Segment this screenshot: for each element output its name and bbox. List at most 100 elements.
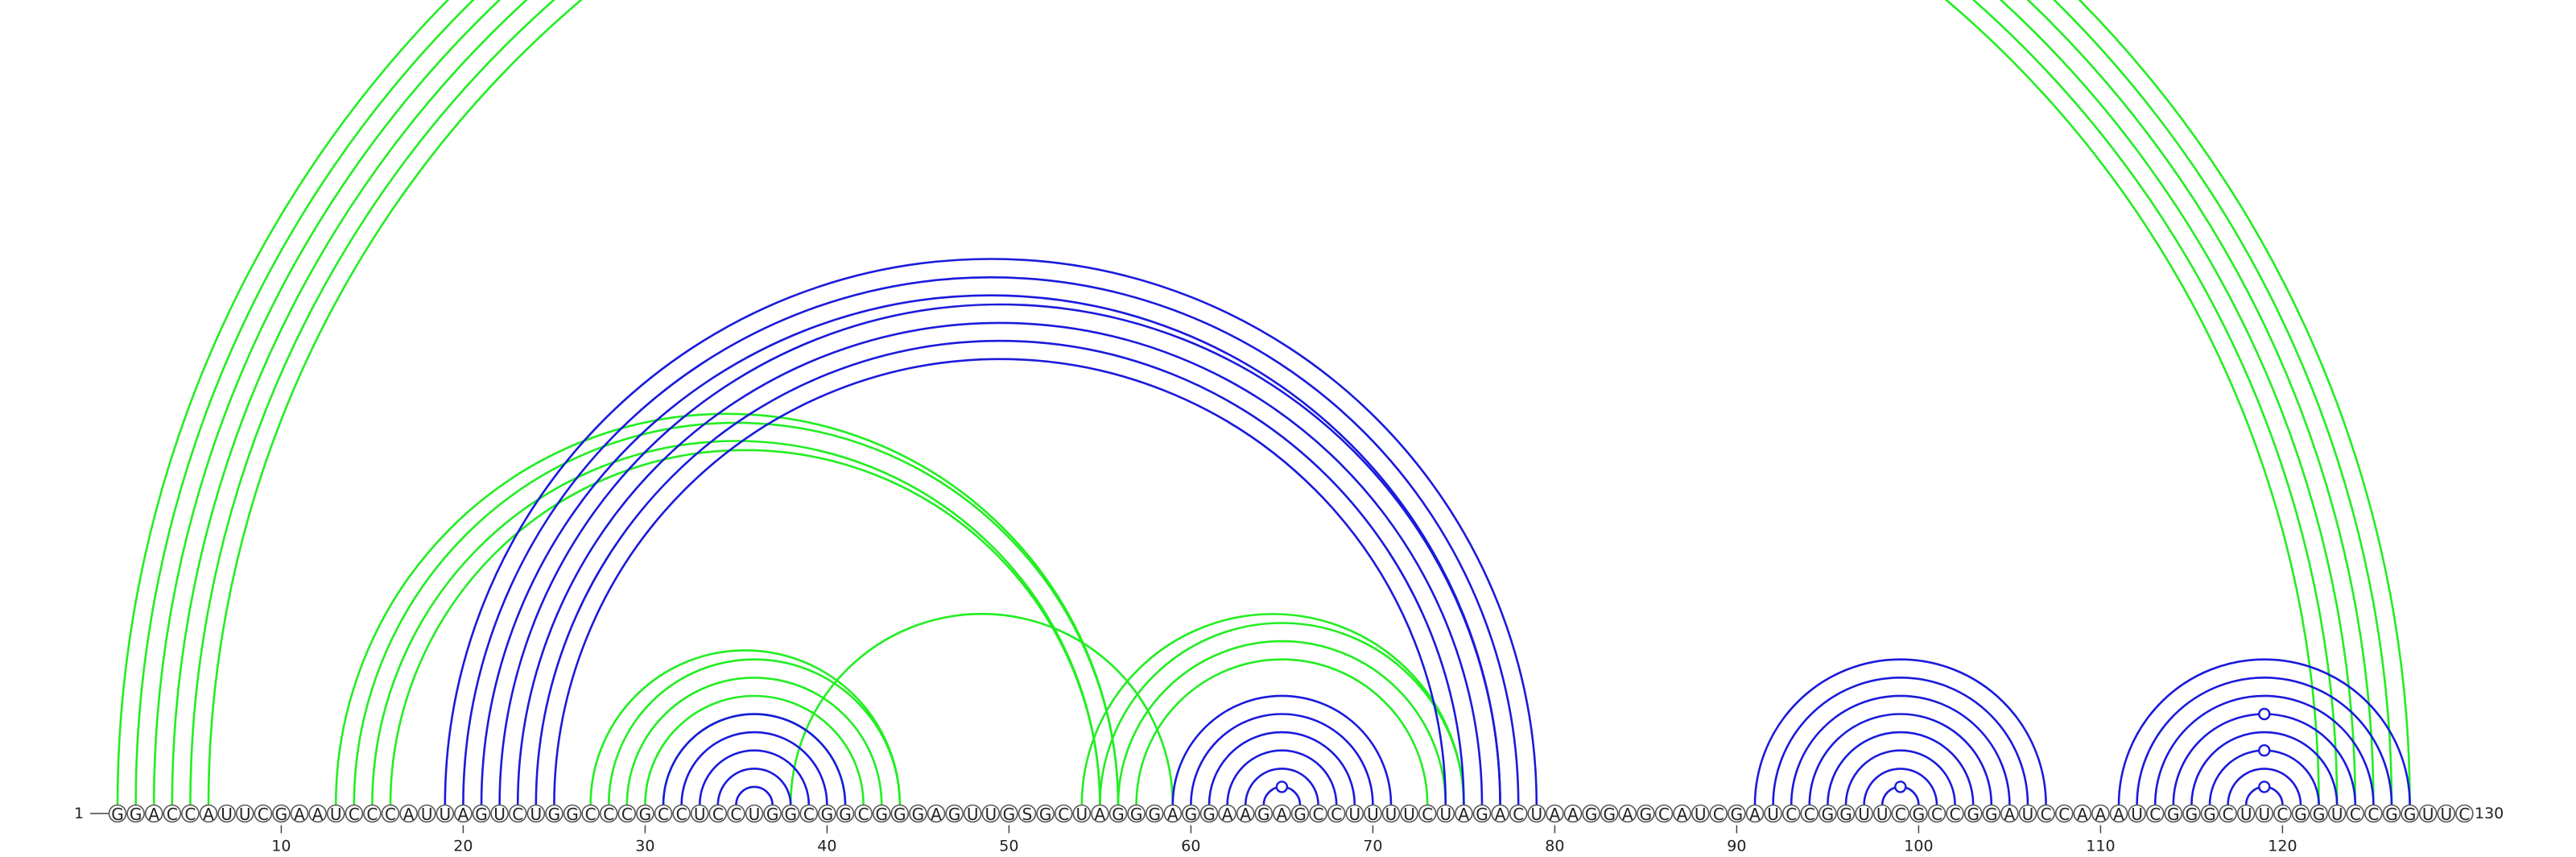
- nucleotide-letter: C: [2350, 805, 2361, 824]
- blue-base-pair-arc: [2227, 768, 2302, 805]
- nucleotide-circle: [890, 804, 910, 823]
- nucleotide-letter: U: [985, 805, 997, 824]
- nucleotide-circle: [581, 804, 600, 823]
- nucleotide-letter: G: [566, 805, 579, 824]
- nucleotide-circle: [1709, 804, 1728, 823]
- nucleotide: U: [1400, 804, 1418, 824]
- nucleotide: C: [1509, 804, 1528, 824]
- nucleotide: U: [235, 804, 254, 824]
- nucleotide: U: [2327, 804, 2347, 824]
- nucleotide: C: [1309, 804, 1327, 824]
- nucleotide-letter: C: [1422, 805, 1433, 824]
- nucleotide-letter: A: [1095, 805, 1106, 824]
- nucleotide-circle: [326, 804, 345, 823]
- nucleotide-letter: C: [1895, 805, 1906, 824]
- nucleotide-letter: G: [1257, 805, 1270, 824]
- green-base-pair-arc: [152, 0, 2375, 805]
- nucleotide-circle: [2109, 804, 2128, 823]
- nucleotide-letter: A: [1277, 805, 1288, 824]
- nucleotide-circle: [1091, 804, 1109, 823]
- nucleotide-letter: U: [2440, 805, 2452, 824]
- nucleotide-circle: [599, 804, 618, 823]
- nucleotide-letter: G: [1603, 805, 1616, 824]
- nucleotide-circle: [1309, 804, 1327, 823]
- nucleotide-circle: [1199, 804, 1219, 823]
- blue-base-pair-arc: [1827, 731, 1975, 805]
- nucleotide-letter: G: [1731, 805, 1744, 824]
- axis-tick-label: 90: [1727, 838, 1746, 855]
- nucleotide: G: [1909, 804, 1928, 824]
- nucleotide: U: [981, 804, 1001, 824]
- nucleotide: A: [1218, 804, 1236, 824]
- blue-base-pair-arc: [1190, 713, 1374, 805]
- nucleotide: G: [781, 804, 800, 824]
- nucleotide: C: [1891, 804, 1910, 824]
- blue-base-pair-arc: [1244, 768, 1319, 805]
- nucleotide-letter: U: [1403, 805, 1415, 824]
- nucleotide-letter: C: [730, 805, 741, 824]
- nucleotide-circle: [2091, 804, 2110, 823]
- blue-base-pair-arc: [1772, 677, 2029, 805]
- nucleotide: A: [2091, 804, 2110, 824]
- nucleotide: C: [363, 804, 382, 824]
- nucleotide-letter: C: [658, 805, 669, 824]
- nucleotide-circle: [2455, 804, 2474, 823]
- nucleotide: C: [381, 804, 400, 824]
- nucleotide-circle: [163, 804, 182, 823]
- nucleotide-circle: [854, 804, 873, 823]
- nucleotide-letter: G: [2313, 805, 2326, 824]
- nucleotide: U: [1364, 804, 1382, 824]
- nucleotide: U: [2236, 804, 2256, 824]
- nucleotide: C: [799, 804, 819, 824]
- nucleotide-letter: C: [1804, 805, 1815, 824]
- nucleotide-circle: [563, 804, 582, 823]
- blue-arc-marker: [2258, 707, 2271, 721]
- nucleotide-circle: [454, 804, 473, 823]
- nucleotide-circle: [1145, 804, 1164, 823]
- nucleotide: U: [417, 804, 436, 824]
- nucleotide: C: [672, 804, 691, 824]
- green-base-pair-arc: [1117, 640, 1447, 805]
- nucleotide-circle: [1745, 804, 1765, 823]
- nucleotide-circle: [1946, 804, 1964, 823]
- nucleotide: A: [1618, 804, 1637, 824]
- nucleotide-letter: G: [766, 805, 779, 824]
- nucleotide-letter: A: [931, 805, 942, 824]
- nucleotide: U: [690, 804, 709, 824]
- nucleotide-letter: G: [1476, 805, 1488, 824]
- nucleotide-circle: [1381, 804, 1401, 823]
- nucleotide-letter: G: [475, 805, 488, 824]
- nucleotide-letter: G: [111, 805, 124, 824]
- nucleotide: G: [1600, 804, 1619, 824]
- green-base-pair-arc: [1099, 622, 1465, 805]
- nucleotide: U: [1855, 804, 1873, 824]
- blue-base-pair-arc: [553, 358, 1447, 805]
- nucleotide: G: [1127, 804, 1146, 824]
- blue-base-pair-arc: [2117, 658, 2411, 805]
- nucleotide-letter: G: [1839, 805, 1852, 824]
- nucleotide: U: [217, 804, 236, 824]
- nucleotide-letter: G: [1822, 805, 1835, 824]
- nucleotide-circle: [1418, 804, 1437, 823]
- nucleotide-letter: U: [1385, 805, 1397, 824]
- nucleotide-letter: G: [1640, 805, 1653, 824]
- nucleotide-letter: C: [1331, 805, 1342, 824]
- nucleotide-circle: [526, 804, 546, 823]
- nucleotide-circle: [1927, 804, 1946, 823]
- blue-base-pair-arc: [462, 275, 1520, 805]
- nucleotide-circle: [2310, 804, 2328, 823]
- green-base-pair-arc: [607, 658, 902, 805]
- nucleotide-letter: U: [1876, 805, 1889, 824]
- nucleotide-circle: [2182, 804, 2201, 823]
- nucleotide-circle: [1963, 804, 1983, 823]
- nucleotide-letter: G: [948, 805, 961, 824]
- nucleotide: G: [272, 804, 291, 824]
- nucleotide-circle: [545, 804, 564, 823]
- nucleotide: G: [1982, 804, 2001, 824]
- nucleotide-circle: [308, 804, 327, 823]
- nucleotide: U: [490, 804, 509, 824]
- nucleotide: U: [963, 804, 982, 824]
- nucleotide-letter: G: [1203, 805, 1216, 824]
- nucleotide: G: [126, 804, 145, 824]
- nucleotide-circle: [2037, 804, 2055, 823]
